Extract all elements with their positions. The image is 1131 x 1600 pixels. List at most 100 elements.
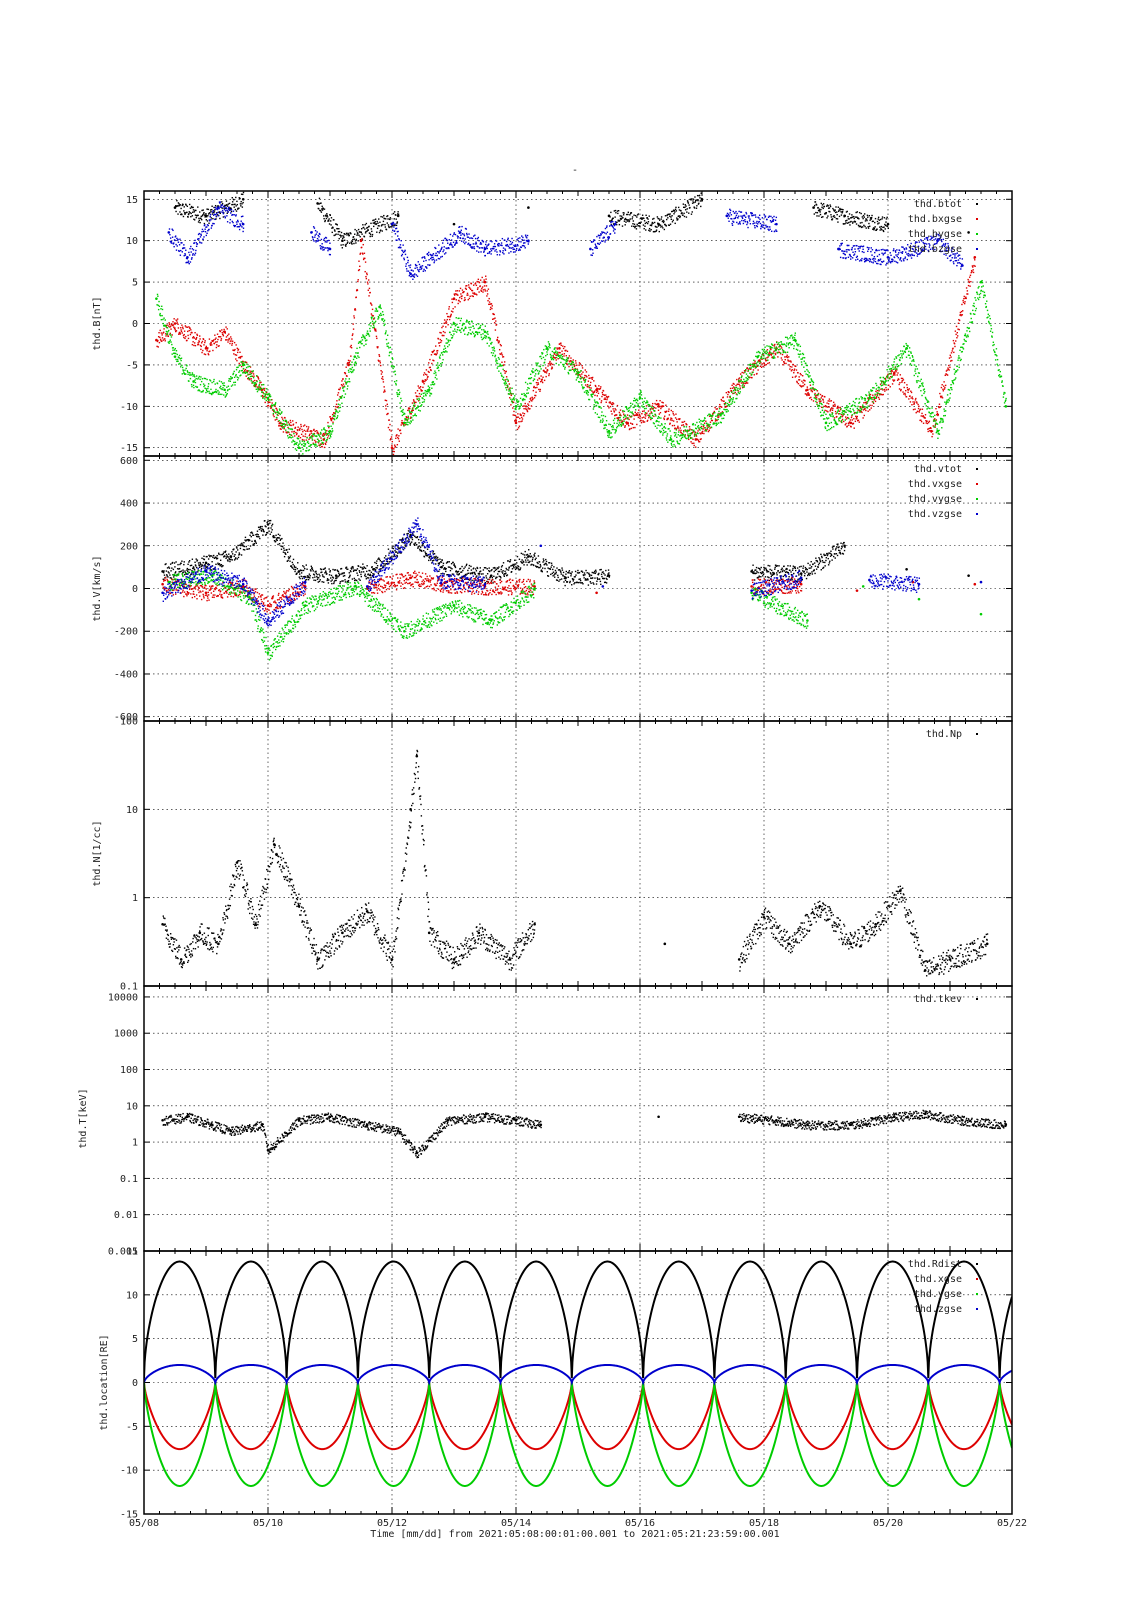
scatter-point <box>836 415 838 418</box>
scatter-point <box>891 369 893 372</box>
scatter-point <box>588 377 590 380</box>
scatter-point <box>207 215 209 217</box>
scatter-point <box>633 214 635 216</box>
scatter-point <box>754 360 756 362</box>
scatter-point <box>701 200 703 202</box>
scatter-point <box>868 222 870 225</box>
scatter-point <box>956 335 959 337</box>
scatter-point <box>177 213 179 215</box>
scatter-point <box>697 203 700 205</box>
scatter-point <box>352 333 354 335</box>
scatter-point <box>880 227 882 230</box>
scatter-point <box>578 381 581 383</box>
scatter-point <box>235 210 238 212</box>
scatter-point <box>528 387 530 390</box>
scatter-point <box>182 204 184 206</box>
scatter-point <box>570 357 572 359</box>
scatter-point <box>412 409 414 411</box>
scatter-point <box>247 374 249 376</box>
scatter-point <box>324 443 327 446</box>
scatter-point <box>298 443 300 446</box>
scatter-point <box>644 225 646 227</box>
scatter-point <box>688 435 690 437</box>
scatter-point <box>403 424 405 427</box>
scatter-point <box>711 416 713 418</box>
scatter-point <box>917 403 919 406</box>
scatter-point <box>767 354 770 356</box>
scatter-point <box>893 379 896 381</box>
scatter-point <box>264 395 266 397</box>
scatter-point <box>860 396 862 398</box>
scatter-point <box>303 440 306 443</box>
scatter-point <box>854 221 857 223</box>
scatter-point <box>706 428 709 430</box>
scatter-point <box>359 252 362 255</box>
scatter-point <box>203 344 205 346</box>
scatter-point <box>326 433 329 435</box>
scatter-point <box>715 418 717 421</box>
scatter-point <box>513 410 515 413</box>
scatter-point <box>810 378 812 380</box>
scatter-point <box>716 419 718 422</box>
scatter-point <box>284 425 286 427</box>
scatter-point <box>181 213 183 216</box>
scatter-point <box>822 418 825 420</box>
scatter-point <box>718 406 721 408</box>
scatter-point <box>663 228 666 231</box>
scatter-point <box>638 221 641 224</box>
scatter-point <box>551 367 554 369</box>
scatter-point <box>878 390 880 392</box>
scatter-point <box>903 393 905 395</box>
scatter-point <box>330 433 333 435</box>
scatter-point <box>263 396 266 398</box>
scatter-point <box>548 362 551 364</box>
scatter-point <box>857 224 860 227</box>
scatter-point <box>384 399 387 401</box>
scatter-point <box>645 405 648 407</box>
scatter-point <box>369 327 371 330</box>
scatter-point <box>471 295 473 297</box>
scatter-point <box>778 341 780 344</box>
scatter-point <box>390 438 392 440</box>
scatter-point <box>185 367 187 370</box>
scatter-point <box>325 434 328 436</box>
scatter-point <box>519 414 522 416</box>
scatter-point <box>950 352 953 354</box>
scatter-point <box>622 217 624 219</box>
scatter-point <box>626 414 629 416</box>
y-tick-label: -5 <box>126 360 138 371</box>
scatter-point <box>625 221 627 223</box>
scatter-point <box>179 358 182 360</box>
scatter-point <box>734 388 736 390</box>
scatter-point <box>763 363 766 365</box>
scatter-point <box>314 430 316 432</box>
scatter-point <box>794 332 797 334</box>
scatter-point <box>347 233 350 236</box>
scatter-point <box>645 221 648 224</box>
scatter-point <box>455 299 457 301</box>
scatter-point <box>588 398 591 401</box>
scatter-point <box>336 406 338 409</box>
scatter-point <box>513 397 515 399</box>
scatter-point <box>588 387 591 389</box>
scatter-point <box>833 210 836 212</box>
scatter-point <box>800 386 803 388</box>
scatter-point <box>590 387 592 389</box>
scatter-point <box>230 376 232 378</box>
scatter-point <box>176 199 178 202</box>
scatter-point <box>299 442 301 444</box>
scatter-point <box>338 237 340 240</box>
scatter-point <box>510 398 512 401</box>
scatter-point <box>899 374 902 376</box>
scatter-point <box>731 402 733 404</box>
scatter-point <box>185 335 187 338</box>
scatter-point <box>907 389 910 391</box>
scatter-point <box>218 336 221 338</box>
scatter-point <box>477 331 479 334</box>
scatter-point <box>612 403 615 405</box>
scatter-point <box>250 378 252 380</box>
scatter-point <box>324 430 327 432</box>
scatter-point <box>839 417 841 419</box>
scatter-point <box>454 293 457 295</box>
scatter-point <box>854 420 857 423</box>
